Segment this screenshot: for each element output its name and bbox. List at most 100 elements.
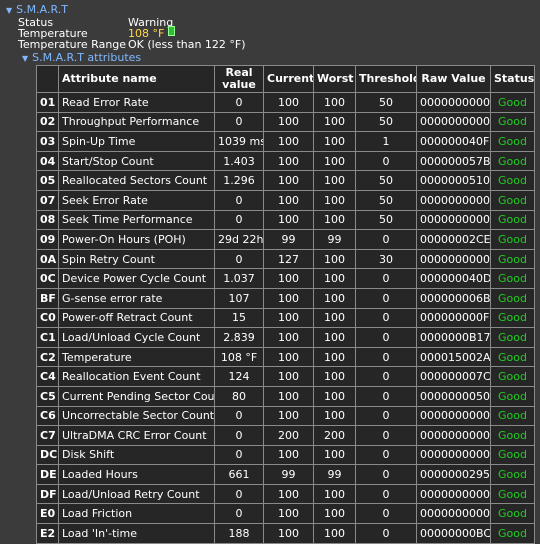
cell: Power-On Hours (POH)	[58, 229, 215, 250]
cell: 0000000510	[416, 170, 491, 191]
cell: 000000040D	[416, 268, 491, 289]
attribute-row[interactable]: DC Disk Shift 0 100 100 0 0000000000 Good	[36, 444, 535, 466]
status-value: 108 °F	[128, 27, 165, 40]
cell: 100	[263, 366, 314, 387]
cell: Good	[490, 327, 535, 348]
attribute-row[interactable]: 01 Read Error Rate 0 100 100 50 0000000000 Good	[36, 92, 535, 113]
cell: 0	[355, 268, 417, 289]
cell: Seek Time Performance	[58, 209, 215, 231]
cell: Good	[490, 150, 535, 172]
attribute-row[interactable]: E2 Load 'In'-time 188 100 100 0 00000000BC Good	[36, 523, 535, 544]
cell: Load Friction	[58, 503, 215, 525]
cell: 000000007C	[416, 366, 491, 387]
cell: 00000000BC	[416, 523, 491, 544]
cell: 2.839	[214, 327, 264, 348]
cell: 000000057B	[416, 150, 491, 172]
cell: 0	[355, 464, 417, 485]
attribute-row[interactable]: C7 UltraDMA CRC Error Count 0 200 200 0 000000…	[36, 425, 535, 446]
cell: 1.403	[214, 150, 264, 172]
cell: 0000000000	[416, 503, 491, 525]
cell: 99	[263, 464, 314, 485]
cell: Good	[490, 307, 535, 329]
attribute-row[interactable]: 08 Seek Time Performance 0 100 100 50 00000000…	[36, 209, 535, 231]
section-header[interactable]: ▼ S.M.A.R.T	[6, 3, 68, 16]
cell: Good	[490, 287, 535, 309]
cell: 100	[313, 523, 356, 544]
cell: 15	[214, 307, 264, 329]
cell: 04	[36, 150, 59, 172]
cell: 0	[214, 503, 264, 525]
cell: 50	[355, 189, 417, 211]
attribute-row[interactable]: C0 Power-off Retract Count 15 100 100 0 000000…	[36, 307, 535, 329]
cell: 0000000295	[416, 464, 491, 485]
cell: 0A	[36, 248, 59, 270]
attribute-row[interactable]: C1 Load/Unload Cycle Count 2.839 100 100 0 000…	[36, 327, 535, 348]
cell: 99	[263, 229, 314, 250]
cell: 124	[214, 366, 264, 387]
attribute-row[interactable]: 04 Start/Stop Count 1.403 100 100 0 000000057B…	[36, 150, 535, 172]
cell: Power-off Retract Count	[58, 307, 215, 329]
attribute-row[interactable]: C6 Uncorrectable Sector Count 0 100 100 0 0000…	[36, 405, 535, 427]
attribute-row[interactable]: 07 Seek Error Rate 0 100 100 50 0000000000 Good	[36, 189, 535, 211]
cell: 100	[313, 444, 356, 466]
cell: 03	[36, 131, 59, 152]
attribute-row[interactable]: DF Load/Unload Retry Count 0 100 100 0 0000000…	[36, 483, 535, 505]
cell: 0	[355, 150, 417, 172]
cell: 100	[263, 307, 314, 329]
status-value: OK (less than 122 °F)	[128, 38, 246, 51]
cell: 100	[313, 346, 356, 368]
attribute-row[interactable]: 02 Throughput Performance 0 100 100 50 0000000…	[36, 111, 535, 133]
cell: Good	[490, 92, 535, 113]
cell: 05	[36, 170, 59, 191]
cell: 0	[355, 366, 417, 387]
cell: 100	[263, 287, 314, 309]
cell: Good	[490, 170, 535, 191]
attribute-row[interactable]: C5 Current Pending Sector Count 80 100 100 0 0…	[36, 385, 535, 407]
cell: 100	[313, 287, 356, 309]
cell: Reallocated Sectors Count	[58, 170, 215, 191]
attribute-row[interactable]: C2 Temperature 108 °F 100 100 0 000015002A Good	[36, 346, 535, 368]
status-label: Temperature	[18, 27, 88, 40]
cell: 0C	[36, 268, 59, 289]
cell: 100	[313, 131, 356, 152]
header-cell: Real value	[214, 65, 264, 93]
cell: 100	[263, 189, 314, 211]
cell: 100	[313, 248, 356, 270]
cell: 0	[355, 405, 417, 427]
cell: 0	[355, 425, 417, 446]
attribute-row[interactable]: DE Loaded Hours 661 99 99 0 0000000295 Good	[36, 464, 535, 485]
header-row: Attribute name Real value Current Worst Thre…	[36, 65, 535, 93]
cell: 200	[263, 425, 314, 446]
cell: Good	[490, 209, 535, 231]
attribute-row[interactable]: 09 Power-On Hours (POH) 29d 22h 99 99 0 000000…	[36, 229, 535, 250]
cell: 100	[263, 503, 314, 525]
cell: 100	[313, 366, 356, 387]
cell: 09	[36, 229, 59, 250]
cell: 100	[313, 189, 356, 211]
attribute-row[interactable]: 0A Spin Retry Count 0 127 100 30 0000000000 Goo…	[36, 248, 535, 270]
attribute-row[interactable]: 05 Reallocated Sectors Count 1.296 100 100 50…	[36, 170, 535, 191]
status-value: Warning	[128, 16, 174, 29]
cell: 000000040F	[416, 131, 491, 152]
cell: Start/Stop Count	[58, 150, 215, 172]
cell: 0	[355, 229, 417, 250]
cell: G-sense error rate	[58, 287, 215, 309]
attribute-row[interactable]: BF G-sense error rate 107 100 100 0 000000006B…	[36, 287, 535, 309]
cell: 100	[263, 385, 314, 407]
cell: C1	[36, 327, 59, 348]
cell: Current Pending Sector Count	[58, 385, 215, 407]
attribute-row[interactable]: 0C Device Power Cycle Count 1.037 100 100 0 00…	[36, 268, 535, 289]
cell: 0000000000	[416, 111, 491, 133]
cell: 100	[263, 268, 314, 289]
attribute-row[interactable]: E0 Load Friction 0 100 100 0 0000000000 Good	[36, 503, 535, 525]
header-cell: Threshold	[355, 65, 417, 93]
cell: 1	[355, 131, 417, 152]
attribute-row[interactable]: C4 Reallocation Event Count 124 100 100 0 0000…	[36, 366, 535, 387]
cell: 0	[214, 425, 264, 446]
attribute-row[interactable]: 03 Spin-Up Time 1039 ms 100 100 1 000000040F Go…	[36, 131, 535, 152]
cell: 0000000000	[416, 189, 491, 211]
subsection-header[interactable]: ▼ S.M.A.R.T attributes	[22, 51, 142, 64]
cell: 0000000000	[416, 209, 491, 231]
cell: DC	[36, 444, 59, 466]
